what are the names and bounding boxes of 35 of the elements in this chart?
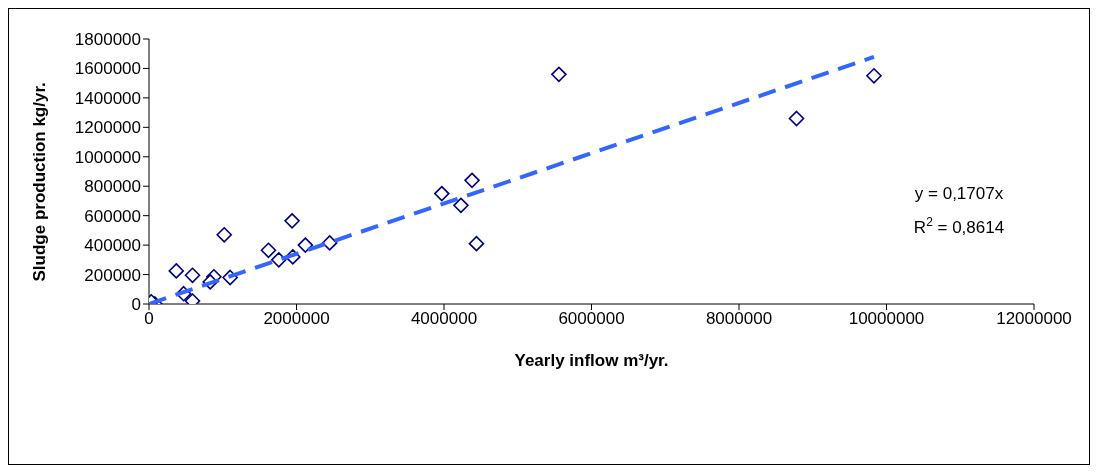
y-tick-label: 200000 xyxy=(84,265,141,285)
y-tick-label: 1800000 xyxy=(74,30,141,50)
y-axis-title: Sludge production kg/yr. xyxy=(30,82,50,282)
x-tick-label: 6000000 xyxy=(558,309,625,329)
point xyxy=(271,252,287,268)
x-tick-label: 8000000 xyxy=(705,309,773,329)
y-tick-label: 0 xyxy=(131,295,141,315)
point xyxy=(168,263,185,279)
y-tick-label: 1600000 xyxy=(74,59,141,79)
x-axis-title: Yearly inflow m³/yr. xyxy=(514,351,669,370)
y-tick-label: 800000 xyxy=(84,177,141,197)
point xyxy=(866,68,882,84)
point xyxy=(788,110,805,127)
x-tick-label: 4000000 xyxy=(410,309,478,329)
x-tick-label: 12000000 xyxy=(996,309,1072,329)
point xyxy=(284,213,300,229)
y-tick-label: 600000 xyxy=(84,206,141,226)
point xyxy=(297,237,314,253)
x-tick-label: 2000000 xyxy=(263,309,330,329)
x-tick-label: 10000000 xyxy=(848,309,925,329)
point xyxy=(260,242,277,259)
point xyxy=(453,197,469,214)
point xyxy=(551,66,567,83)
annotation: R$^{2}$ = 0,8614 xyxy=(913,215,1005,237)
y-tick-label: 400000 xyxy=(84,236,141,256)
x-tick-label: 0 xyxy=(144,309,154,329)
point xyxy=(464,172,480,189)
point xyxy=(468,235,485,252)
y-tick-label: 1200000 xyxy=(74,118,141,138)
point xyxy=(433,185,450,202)
point xyxy=(184,267,201,284)
point xyxy=(216,227,233,243)
annotation: y = 0,1707x xyxy=(914,184,1004,203)
y-tick-label: 1400000 xyxy=(74,88,141,108)
y-tick-label: 1000000 xyxy=(74,147,141,167)
